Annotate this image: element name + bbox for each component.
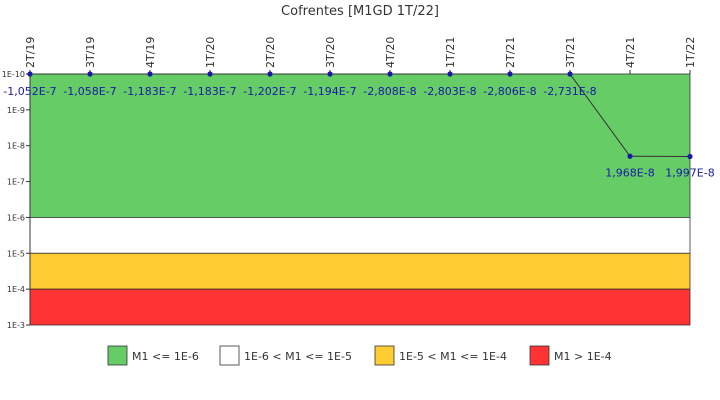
y-tick-label: 1E-6 [7, 213, 25, 222]
data-point [387, 71, 393, 77]
band-4 [29, 288, 691, 326]
y-tick-label: 1E-3 [7, 321, 25, 330]
data-point [567, 71, 573, 77]
x-tick-label: 2T/19 [24, 37, 37, 68]
data-point [687, 153, 693, 160]
y-tick-label: 1E-8 [7, 142, 25, 151]
x-tick-label: 3T/21 [564, 37, 577, 68]
y-axis-ticks: 1E-10 1E-9 1E-8 1E-7 1E-6 1E-5 1E-4 1E-3 [2, 70, 30, 330]
x-tick-label: 4T/19 [144, 37, 157, 68]
data-label: -2,731E-8 [543, 85, 596, 98]
x-tick-label: 1T/20 [204, 37, 217, 68]
data-point [627, 153, 633, 159]
data-label: -1,183E-7 [123, 85, 176, 98]
legend-swatch [529, 345, 550, 366]
data-label: -2,806E-8 [483, 85, 536, 98]
data-label: 1,997E-8 [665, 166, 714, 179]
data-point [327, 71, 333, 77]
y-tick-label: 1E-4 [7, 285, 25, 294]
legend-label: 1E-5 < M1 <= 1E-4 [399, 350, 507, 363]
x-tick-label: 2T/20 [264, 37, 277, 68]
legend-swatch [107, 345, 128, 366]
data-point [447, 71, 453, 77]
x-tick-label: 3T/19 [84, 37, 97, 68]
band-3 [29, 252, 691, 290]
legend: M1 <= 1E-6 1E-6 < M1 <= 1E-5 1E-5 < M1 <= … [107, 345, 612, 366]
data-point [267, 71, 273, 77]
legend-swatch [374, 345, 395, 366]
band-1 [29, 73, 691, 218]
data-point [87, 71, 93, 77]
data-point [147, 71, 153, 77]
x-tick-label: 3T/20 [324, 37, 337, 68]
x-tick-label: 1T/21 [444, 37, 457, 68]
data-series: -1,052E-7 -1,058E-7 -1,183E-7 -1,183E-7 -1,2… [3, 71, 715, 179]
data-point [507, 71, 513, 77]
legend-swatch [219, 345, 240, 366]
data-point [27, 71, 33, 77]
data-label: -1,058E-7 [63, 85, 116, 98]
x-axis-ticks: 2T/19 3T/19 4T/19 1T/20 2T/20 3T/20 4T/20 1T/21… [24, 37, 697, 74]
data-label: -1,183E-7 [183, 85, 236, 98]
data-label: -2,803E-8 [423, 85, 476, 98]
legend-label: 1E-6 < M1 <= 1E-5 [244, 350, 352, 363]
band-2 [29, 217, 691, 254]
data-label: -2,808E-8 [363, 85, 416, 98]
x-tick-label: 1T/22 [684, 37, 697, 68]
data-label: 1,968E-8 [605, 166, 654, 179]
x-tick-label: 4T/20 [384, 37, 397, 68]
y-tick-label: 1E-10 [2, 70, 25, 79]
chart-title: Cofrentes [M1GD 1T/22] [281, 4, 439, 19]
x-tick-label: 2T/21 [504, 37, 517, 68]
data-label: -1,202E-7 [243, 85, 296, 98]
data-label: -1,052E-7 [3, 85, 56, 98]
series-line [30, 73, 691, 157]
y-tick-label: 1E-5 [7, 249, 25, 258]
legend-label: M1 > 1E-4 [554, 350, 612, 363]
y-tick-label: 1E-7 [7, 178, 25, 187]
data-label: -1,194E-7 [303, 85, 356, 98]
y-tick-label: 1E-9 [7, 106, 25, 115]
threshold-bands [29, 73, 691, 326]
data-point [207, 71, 213, 77]
x-tick-label: 4T/21 [624, 37, 637, 68]
legend-label: M1 <= 1E-6 [132, 350, 199, 363]
